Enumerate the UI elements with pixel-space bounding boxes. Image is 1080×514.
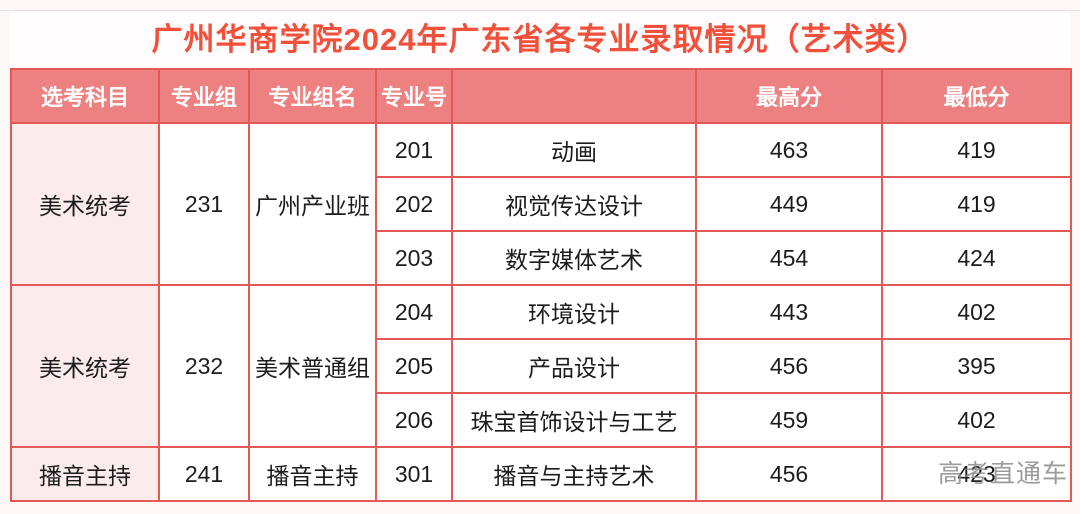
table-row: 播音主持 241 播音主持 301 播音与主持艺术 456 423 — [10, 446, 1072, 502]
min-score-cell: 424 — [881, 230, 1072, 286]
major-code-cell: 301 — [375, 446, 453, 502]
min-score-cell: 419 — [881, 176, 1072, 232]
major-code-cell: 202 — [375, 176, 453, 232]
table-row: 205 产品设计 456 395 — [11, 338, 1072, 394]
admission-results-table: 选考科目 专业组 专业组名 专业号 最高分 最低分 美术统考 231 广州产业班… — [10, 68, 1072, 502]
header-group-code: 专业组 — [158, 68, 250, 124]
max-score-cell: 456 — [695, 446, 883, 502]
group-name-cell: 广州产业班 — [248, 122, 377, 286]
page-title: 广州华商学院2024年广东省各专业录取情况（艺术类） — [10, 11, 1070, 68]
subject-cell: 播音主持 — [10, 446, 160, 502]
header-min-score: 最低分 — [881, 68, 1072, 124]
min-score-cell: 395 — [881, 338, 1072, 394]
major-code-cell: 205 — [375, 338, 453, 394]
table-row: 美术统考 231 广州产业班 201 动画 463 419 — [10, 122, 1072, 286]
major-name-cell: 环境设计 — [451, 284, 697, 340]
max-score-cell: 454 — [695, 230, 883, 286]
max-score-cell: 456 — [695, 338, 883, 394]
group-code-cell: 231 — [158, 122, 250, 286]
major-code-cell: 203 — [375, 230, 453, 286]
major-code-cell: 206 — [375, 392, 453, 448]
major-code-cell: 204 — [375, 284, 453, 340]
subject-cell: 美术统考 — [10, 122, 160, 286]
major-name-cell: 珠宝首饰设计与工艺 — [451, 392, 697, 448]
group-code-cell: 232 — [158, 284, 250, 448]
table-row: 202 视觉传达设计 449 419 — [11, 176, 1072, 232]
major-code-cell: 201 — [375, 122, 453, 178]
max-score-cell: 443 — [695, 284, 883, 340]
table-row: 美术统考 232 美术普通组 204 环境设计 443 402 — [10, 284, 1072, 448]
major-name-cell: 产品设计 — [451, 338, 697, 394]
major-name-cell: 播音与主持艺术 — [451, 446, 697, 502]
header-group-name: 专业组名 — [248, 68, 377, 124]
header-subject: 选考科目 — [10, 68, 160, 124]
watermark: 高考直通车 — [937, 460, 1068, 488]
min-score-cell: 402 — [881, 284, 1072, 340]
group-name-cell: 播音主持 — [248, 446, 377, 502]
major-name-cell: 数字媒体艺术 — [451, 230, 697, 286]
top-divider-line — [0, 10, 1080, 11]
max-score-cell: 463 — [695, 122, 883, 178]
header-max-score: 最高分 — [695, 68, 883, 124]
min-score-cell: 419 — [881, 122, 1072, 178]
major-name-cell: 视觉传达设计 — [451, 176, 697, 232]
min-score-cell: 402 — [881, 392, 1072, 448]
group-name-cell: 美术普通组 — [248, 284, 377, 448]
subject-cell: 美术统考 — [10, 284, 160, 448]
table-row: 203 数字媒体艺术 454 424 — [11, 230, 1072, 286]
min-score-cell: 423 — [881, 446, 1072, 502]
major-name-cell: 动画 — [451, 122, 697, 178]
max-score-cell: 459 — [695, 392, 883, 448]
header-major-code: 专业号 — [375, 68, 453, 124]
table-row: 206 珠宝首饰设计与工艺 459 402 — [11, 392, 1072, 448]
max-score-cell: 449 — [695, 176, 883, 232]
header-row: 选考科目 专业组 专业组名 专业号 最高分 最低分 — [10, 68, 1072, 124]
group-code-cell: 241 — [158, 446, 250, 502]
header-major-name-blank — [451, 68, 697, 124]
